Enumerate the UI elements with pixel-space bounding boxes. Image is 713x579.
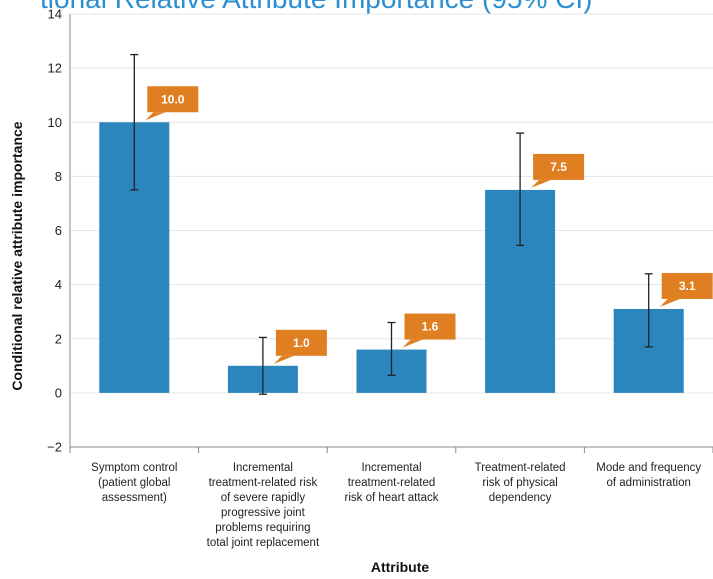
y-tick-label: 12: [48, 61, 62, 76]
y-tick-label: 14: [48, 7, 62, 22]
error-bars: [130, 53, 653, 395]
y-tick-label: −2: [47, 440, 62, 455]
data-label: 7.5: [531, 153, 585, 188]
gridlines: [70, 13, 713, 448]
y-tick-labels: −2 0 2 4 6 8 10 12 14: [47, 7, 62, 455]
y-tick-label: 6: [55, 223, 62, 238]
x-category-label: Symptom control (patient global assessment…: [91, 462, 177, 504]
x-category-label: Incremental treatment-related risk of hear…: [345, 462, 439, 504]
svg-text:1.0: 1.0: [293, 336, 310, 350]
x-category-label: Treatment-related risk of physical depende…: [475, 462, 566, 504]
y-tick-label: 8: [55, 169, 62, 184]
error-bar: [516, 132, 525, 247]
error-bar: [258, 336, 267, 395]
data-label: 10.0: [145, 86, 199, 121]
x-axis-title: Attribute: [371, 559, 430, 575]
y-axis-title: Conditional relative attribute importanc…: [9, 121, 25, 390]
svg-text:10.0: 10.0: [161, 92, 185, 106]
y-tick-label: 0: [55, 385, 62, 400]
partial-header-title: tional Relative Attribute Importance (95…: [40, 0, 592, 14]
data-labels: 10.0 1.0 1.6 7.5 3.1: [145, 86, 713, 364]
data-label: 1.6: [402, 313, 456, 348]
y-tick-label: 4: [55, 277, 62, 292]
y-tick-label: 10: [48, 115, 62, 130]
error-bar: [387, 321, 396, 376]
y-tick-label: 2: [55, 331, 62, 346]
data-label: 1.0: [273, 329, 327, 364]
error-bar: [130, 53, 139, 191]
svg-text:1.6: 1.6: [422, 320, 439, 334]
svg-text:7.5: 7.5: [550, 160, 567, 174]
error-bar: [644, 273, 653, 348]
x-category-label: Mode and frequency of administration: [596, 462, 701, 489]
category-labels: Symptom control (patient global assessment…: [91, 462, 701, 549]
svg-text:3.1: 3.1: [679, 279, 696, 293]
x-category-label: Incremental treatment-related risk of seve…: [207, 462, 320, 549]
axes: [69, 14, 713, 453]
data-label: 3.1: [659, 272, 713, 307]
